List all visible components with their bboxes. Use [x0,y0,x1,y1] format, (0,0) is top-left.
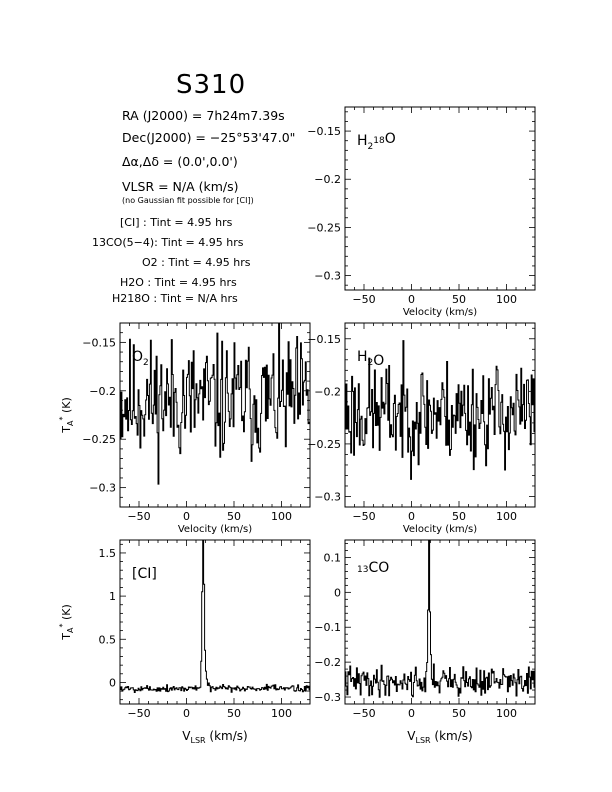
x-tick-label-o2: 100 [271,510,292,523]
tint-h218o: H218O : Tint = N/A hrs [112,292,238,305]
x-tick-label-h2o: 100 [496,510,517,523]
y-axis-label-ci: TA* (K) [58,604,75,641]
y-tick-label-o2: −0.15 [82,336,116,349]
x-tick-label-13co: −50 [352,707,375,720]
x-tick-label-ci: 0 [183,707,190,720]
x-tick-label-ci: 50 [227,707,241,720]
plot-frame-h2-18o [344,106,536,291]
y-tick-label-13co: 0 [334,586,341,599]
y-tick-label-h2o: −0.15 [307,333,341,346]
y-tick-label-13co: −0.1 [314,621,341,634]
y-tick-label-ci: 0 [109,676,116,689]
offset-line: Δα,Δδ = (0.0',0.0') [122,154,238,169]
tint-ci: [CI] : Tint = 4.95 hrs [120,216,233,229]
y-tick-label-h2o: −0.3 [314,490,341,503]
panel-label-ci: [CI] [132,566,157,582]
x-axis-label-h2-18o: Velocity (km/s) [403,307,477,318]
spectrum-line-13co [345,539,536,698]
x-tick-label-h2-18o: 0 [408,293,415,306]
y-axis-label-o2: TA* (K) [58,397,75,434]
spectrum-line-o2 [120,322,311,485]
tint-h2o: H2O : Tint = 4.95 hrs [120,276,237,289]
y-tick-label-h2-18o: −0.15 [307,125,341,138]
x-tick-label-h2o: 50 [452,510,466,523]
plot-frame-ci [119,539,311,705]
vlsr-line: VLSR = N/A (km/s) [122,179,239,194]
page-title: S310 [176,70,247,100]
y-tick-label-h2o: −0.25 [307,438,341,451]
dec-line: Dec(J2000) = −25°53'47.0" [122,130,296,145]
panel-label-h2o: H2O [357,349,384,369]
panel-label-o2: O2 [132,349,149,368]
x-tick-label-ci: 100 [271,707,292,720]
panel-label-13co: 13CO [357,560,389,576]
y-tick-label-h2o: −0.2 [314,385,341,398]
tint-o2: O2 : Tint = 4.95 hrs [142,256,251,269]
ra-line: RA (J2000) = 7h24m7.39s [122,108,285,123]
x-axis-label-ci: VLSR (km/s) [182,729,247,745]
y-tick-label-13co: −0.3 [314,691,341,704]
y-tick-label-13co: 0.1 [324,551,342,564]
x-tick-label-h2o: −50 [352,510,375,523]
tint-13co: 13CO(5−4): Tint = 4.95 hrs [92,236,244,249]
x-axis-label-h2o: Velocity (km/s) [403,524,477,535]
x-tick-label-o2: −50 [127,510,150,523]
y-tick-label-13co: −0.2 [314,656,341,669]
gauss-note: (no Gaussian fit possible for [CI]) [122,196,254,205]
x-tick-label-h2-18o: −50 [352,293,375,306]
y-tick-label-o2: −0.3 [89,482,116,495]
y-tick-label-h2-18o: −0.3 [314,270,341,283]
y-tick-label-h2-18o: −0.2 [314,173,341,186]
y-tick-label-ci: 1.5 [99,547,117,560]
y-tick-label-ci: 0.5 [99,633,117,646]
x-axis-label-o2: Velocity (km/s) [178,524,252,535]
x-tick-label-13co: 0 [408,707,415,720]
x-tick-label-o2: 50 [227,510,241,523]
x-tick-label-ci: −50 [127,707,150,720]
x-tick-label-13co: 50 [452,707,466,720]
x-tick-label-13co: 100 [496,707,517,720]
y-tick-label-o2: −0.2 [89,385,116,398]
x-tick-label-h2o: 0 [408,510,415,523]
x-tick-label-h2-18o: 100 [496,293,517,306]
y-tick-label-o2: −0.25 [82,433,116,446]
y-tick-label-ci: 1 [109,590,116,603]
spectrum-line-ci [120,539,311,693]
spectrum-line-h2o [345,340,536,480]
y-tick-label-h2-18o: −0.25 [307,221,341,234]
panel-label-h2-18o: H218O [357,131,396,152]
x-tick-label-h2-18o: 50 [452,293,466,306]
x-tick-label-o2: 0 [183,510,190,523]
x-axis-label-13co: VLSR (km/s) [407,729,472,745]
